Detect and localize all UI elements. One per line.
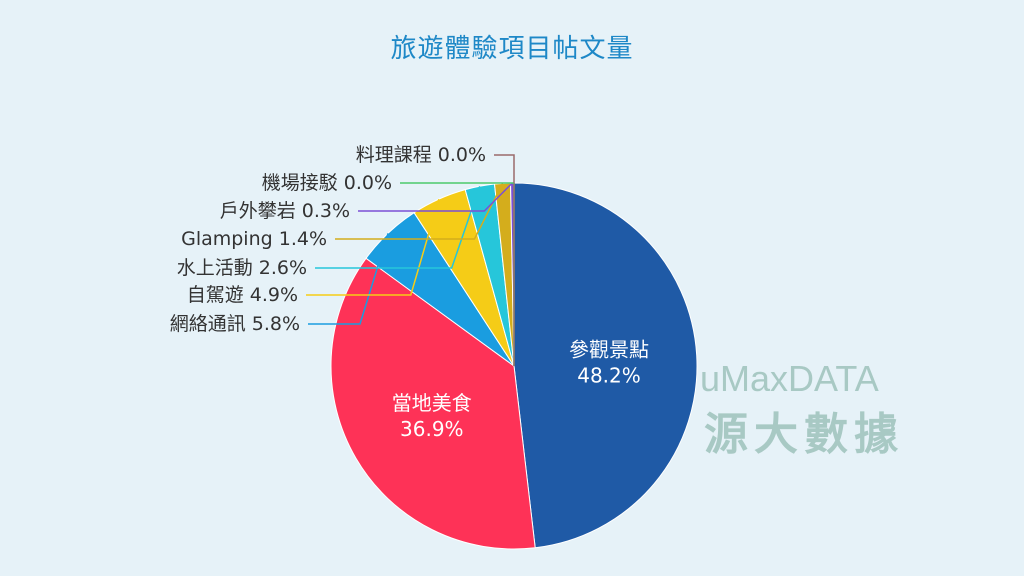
leader-水上活動	[315, 185, 481, 269]
label-glamping: Glamping 1.4%	[181, 228, 327, 250]
leader-lines	[306, 154, 515, 325]
watermark-brand: uMaxDATA	[700, 358, 879, 399]
slice-當地美食	[330, 257, 536, 550]
label-機場接駁: 機場接駁 0.0%	[262, 172, 392, 194]
label-水上活動: 水上活動 2.6%	[177, 257, 307, 279]
leader-自駕遊	[306, 198, 440, 296]
value-當地美食: 36.9%	[400, 417, 464, 441]
leader-網絡通訊	[308, 233, 389, 325]
label-料理課程: 料理課程 0.0%	[356, 144, 486, 166]
slice-參觀景點	[513, 182, 698, 549]
label-當地美食: 當地美食	[392, 391, 472, 415]
label-戶外攀岩: 戶外攀岩 0.3%	[220, 200, 350, 222]
label-自駕遊: 自駕遊 4.9%	[187, 284, 298, 306]
leader-戶外攀岩	[358, 182, 513, 212]
value-參觀景點: 48.2%	[577, 364, 641, 388]
pie-slices	[330, 182, 698, 550]
label-網絡通訊: 網絡通訊 5.8%	[170, 313, 300, 335]
watermark-chinese: 源大數據	[704, 409, 904, 460]
label-參觀景點: 參觀景點	[569, 338, 649, 362]
leader-料理課程	[494, 154, 515, 183]
chart-title: 旅遊體驗項目帖文量	[390, 34, 634, 64]
